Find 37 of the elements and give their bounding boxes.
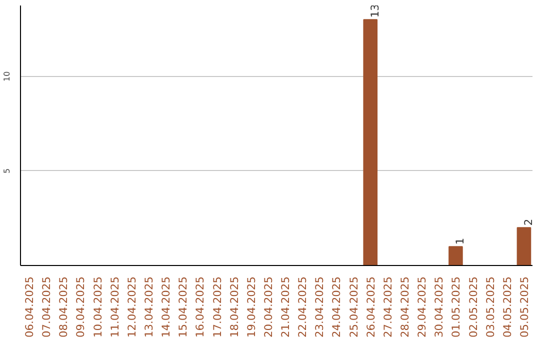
x-tick-label: 02.05.2025: [466, 276, 480, 338]
x-tick-label: 05.05.2025: [518, 276, 531, 338]
data-label: 2: [522, 218, 535, 226]
x-tick-label: 26.04.2025: [364, 276, 378, 338]
x-tick-label: 07.04.2025: [40, 276, 54, 338]
x-tick-label: 29.04.2025: [416, 276, 429, 338]
bar: [363, 19, 378, 266]
x-tick-label: 27.04.2025: [381, 276, 394, 338]
y-tick-label: 5: [2, 168, 12, 174]
x-tick-label: 30.04.2025: [432, 276, 446, 338]
x-tick-label: 01.05.2025: [450, 276, 463, 338]
x-tick-label: 20.04.2025: [262, 276, 275, 338]
x-tick-label: 24.04.2025: [330, 276, 344, 338]
x-tick-label: 08.04.2025: [57, 276, 70, 338]
x-tick-label: 12.04.2025: [125, 276, 138, 338]
data-label: 1: [454, 238, 467, 245]
bar: [516, 227, 532, 266]
x-tick-label: 21.04.2025: [279, 276, 292, 338]
x-tick-label: 13.04.2025: [142, 276, 156, 338]
x-tick-label: 22.04.2025: [296, 276, 310, 338]
x-tick-label: 04.05.2025: [500, 276, 514, 338]
x-tick-label: 18.04.2025: [228, 276, 241, 338]
x-tick-label: 09.04.2025: [74, 276, 88, 338]
x-tick-label: 15.04.2025: [176, 276, 190, 338]
x-tick-label: 17.04.2025: [210, 276, 224, 338]
bar: [448, 246, 463, 266]
x-tick-label: 16.04.2025: [194, 276, 207, 338]
x-tick-label: 03.05.2025: [484, 276, 497, 338]
y-tick-label: 10: [2, 71, 12, 82]
x-tick-label: 10.04.2025: [91, 276, 104, 338]
x-tick-label: 19.04.2025: [244, 276, 258, 338]
x-tick-label: 23.04.2025: [313, 276, 326, 338]
x-tick-label: 06.04.2025: [23, 276, 36, 338]
x-tick-label: 25.04.2025: [347, 276, 360, 338]
x-tick-label: 28.04.2025: [398, 276, 412, 338]
x-tick-label: 11.04.2025: [108, 276, 122, 338]
x-tick-label: 14.04.2025: [160, 276, 173, 338]
